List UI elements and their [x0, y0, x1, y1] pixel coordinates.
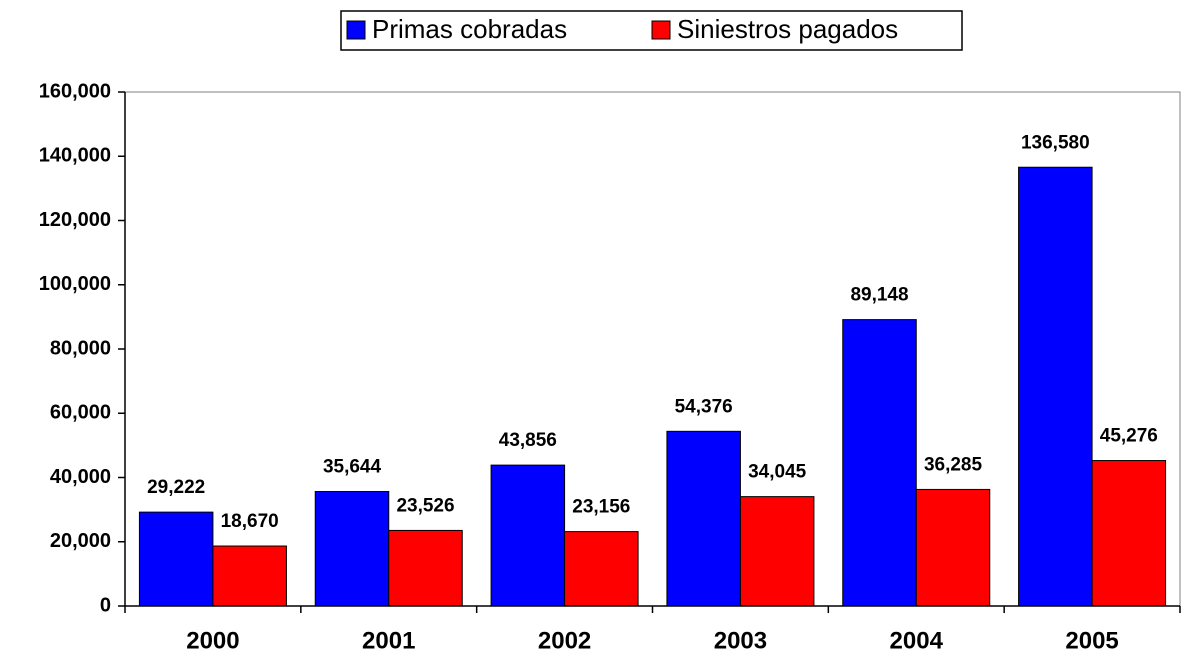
- y-tick-label: 40,000: [50, 466, 111, 488]
- bar: [212, 545, 287, 607]
- data-label: 45,276: [1100, 426, 1158, 447]
- y-tick-label: 60,000: [50, 402, 111, 424]
- data-label: 23,156: [572, 497, 630, 518]
- data-label: 29,222: [147, 477, 205, 498]
- bar: [138, 511, 214, 607]
- y-tick-label: 100,000: [39, 273, 111, 295]
- data-label: 34,045: [748, 462, 807, 483]
- data-label: 54,376: [675, 396, 733, 417]
- bar: [915, 488, 991, 607]
- data-label: 43,856: [499, 430, 557, 451]
- data-label: 89,148: [850, 285, 908, 306]
- y-tick-label: 0: [100, 594, 111, 616]
- bar: [1018, 166, 1093, 607]
- x-tick-label: 2001: [362, 627, 415, 654]
- x-tick-label: 2000: [186, 627, 239, 654]
- bar: [739, 496, 815, 607]
- y-tick-label: 160,000: [39, 80, 111, 102]
- bar: [842, 319, 917, 607]
- data-label: 36,285: [924, 454, 983, 475]
- y-tick-label: 120,000: [39, 209, 111, 231]
- legend-label: Siniestros pagados: [677, 14, 898, 44]
- y-tick-label: 80,000: [50, 337, 111, 359]
- x-tick-label: 2003: [714, 627, 767, 654]
- x-tick-label: 2004: [890, 627, 944, 654]
- x-tick-label: 2005: [1065, 627, 1118, 654]
- bar: [490, 464, 566, 607]
- y-tick-label: 140,000: [39, 145, 111, 167]
- bar: [564, 531, 639, 607]
- legend-swatch: [346, 20, 366, 40]
- data-label: 18,670: [221, 511, 279, 532]
- data-label: 35,644: [323, 457, 382, 478]
- data-label: 136,580: [1021, 132, 1090, 153]
- bar: [314, 490, 390, 607]
- bar: [388, 529, 463, 607]
- data-label: 23,526: [396, 495, 454, 516]
- legend-label: Primas cobradas: [372, 14, 567, 44]
- x-tick-label: 2002: [538, 627, 591, 654]
- bar: [666, 430, 741, 607]
- y-tick-label: 20,000: [50, 530, 111, 552]
- legend-swatch: [651, 20, 671, 40]
- bar: [1091, 460, 1167, 607]
